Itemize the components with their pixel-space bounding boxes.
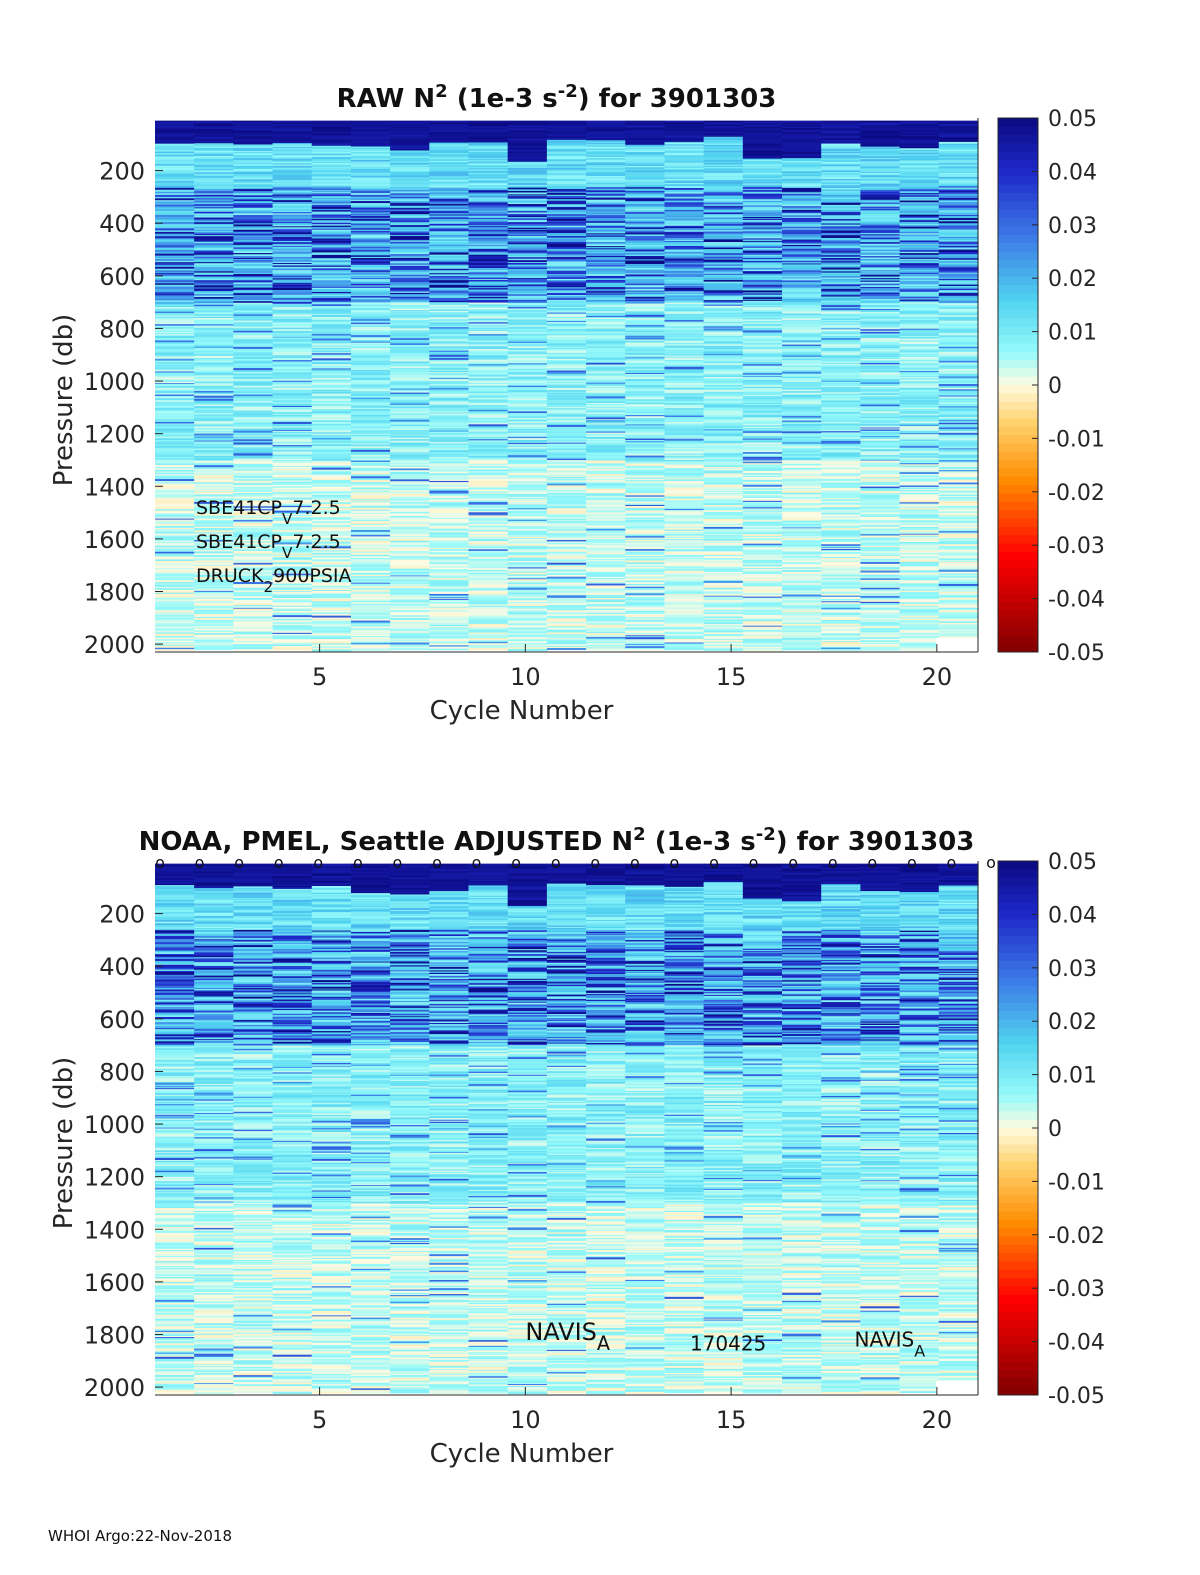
heatmap-cell [233,649,273,650]
heatmap-cell [508,649,548,651]
heatmap-column-cycle-11 [547,121,587,650]
heatmap-column-cycle-7 [390,121,430,651]
heatmap-cell [155,649,195,651]
heatmap-cell [194,648,234,650]
heatmap-cell [390,648,430,650]
heatmap-column-cycle-10 [508,121,548,652]
figure: 5 10 15 20200400600800100012001400160018002… [0,0,1200,1575]
heatmap-column-cycle-1 [155,121,195,651]
heatmap-cell [312,649,352,651]
heatmap-cell [469,648,509,650]
chart-panel-1: 5 10 15 20200400600800100012001400160018002… [49,81,1105,726]
heatmap-column-cycle-6 [351,121,391,651]
heatmap-column-cycle-8 [429,121,469,651]
heatmap-column-cycle-9 [469,121,509,651]
heatmap-cell [429,649,469,651]
heatmap-column-cycle-12 [586,121,626,651]
heatmap-cell [547,648,587,650]
heatmap-cell [273,648,313,650]
heatmap-cell [351,649,391,651]
